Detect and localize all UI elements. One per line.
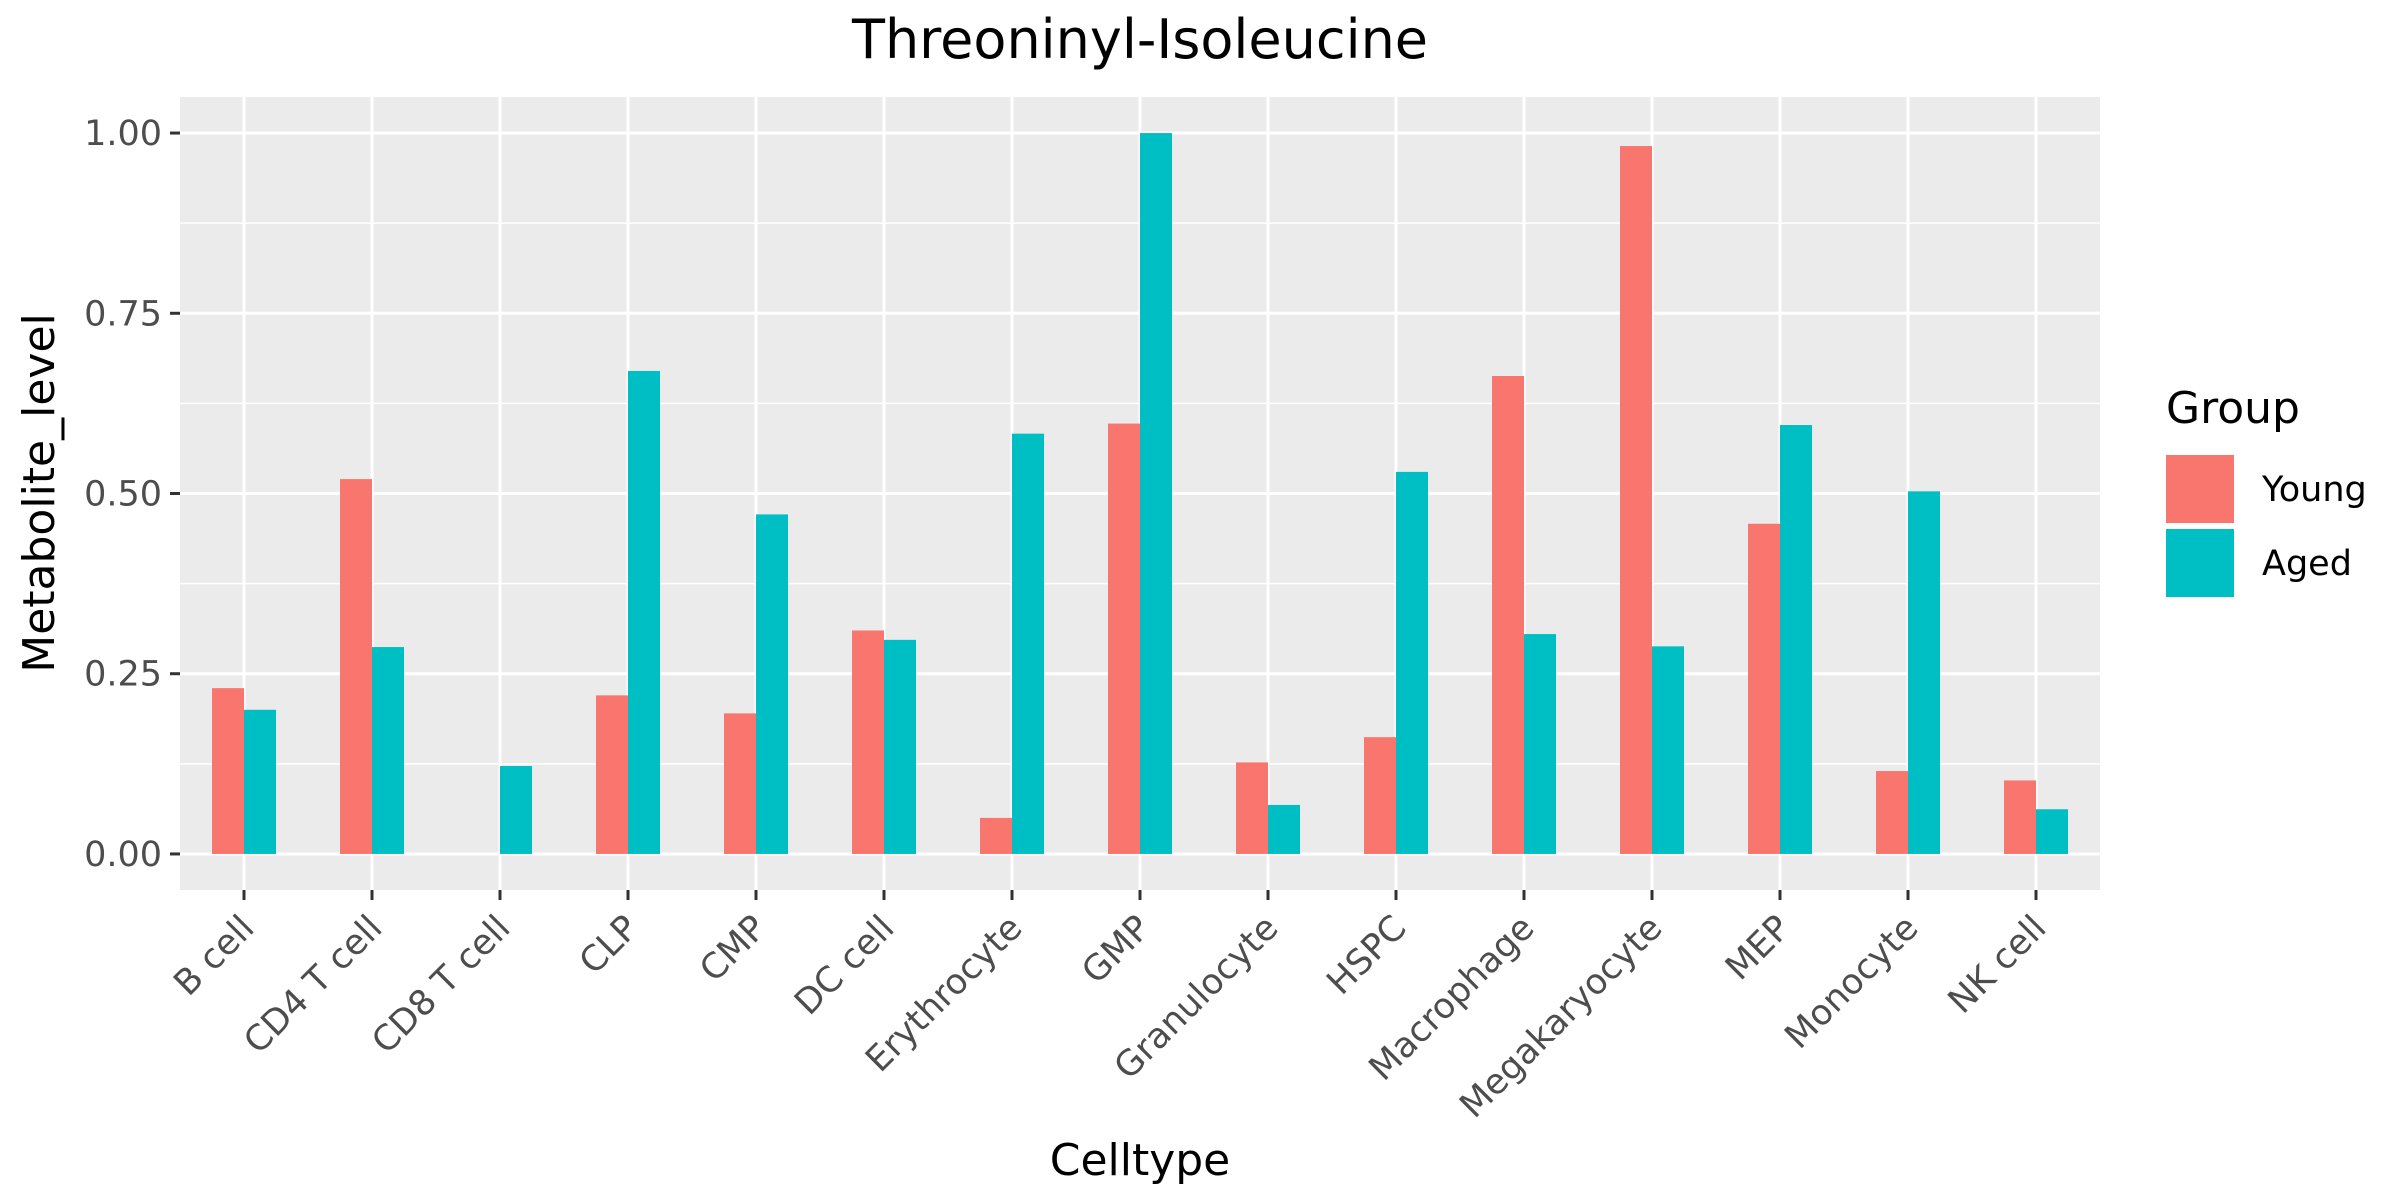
y-tick-label: 0.25 — [84, 655, 162, 695]
bar-young-11 — [1620, 146, 1652, 854]
x-tick-label: GMP — [1075, 908, 1159, 992]
bar-aged-13 — [1908, 491, 1940, 854]
bar-young-1 — [340, 479, 372, 854]
x-tick-label: CD8 T cell — [365, 908, 519, 1062]
x-tick-label: DC cell — [787, 908, 902, 1023]
chart-title: Threoninyl-Isoleucine — [851, 8, 1428, 71]
bar-young-13 — [1876, 771, 1908, 854]
bar-young-10 — [1492, 375, 1524, 854]
legend-key-young — [2166, 455, 2234, 523]
bar-young-3 — [596, 695, 628, 854]
y-tick-label: 0.75 — [84, 294, 162, 334]
bar-aged-2 — [500, 766, 532, 854]
bar-aged-7 — [1140, 133, 1172, 854]
x-tick-label: CD4 T cell — [237, 908, 391, 1062]
x-tick-label: MEP — [1718, 908, 1798, 988]
bar-aged-8 — [1268, 804, 1300, 854]
x-tick-label: Monocyte — [1778, 908, 1927, 1057]
x-tick-label: HSPC — [1320, 908, 1415, 1003]
x-tick-label: CMP — [693, 908, 775, 990]
bar-aged-4 — [756, 514, 788, 854]
bar-aged-6 — [1012, 433, 1044, 854]
y-tick-label: 1.00 — [84, 114, 162, 154]
bar-young-8 — [1236, 762, 1268, 854]
bar-young-7 — [1108, 423, 1140, 854]
bar-aged-11 — [1652, 646, 1684, 854]
bar-aged-1 — [372, 647, 404, 854]
y-tick-label: 0.00 — [84, 835, 162, 875]
x-tick-label: B cell — [167, 908, 263, 1004]
bar-aged-0 — [244, 709, 276, 854]
bar-aged-14 — [2036, 809, 2068, 854]
x-axis-title: Celltype — [1050, 1135, 1231, 1186]
bar-aged-12 — [1780, 425, 1812, 854]
x-tick-label: CLP — [572, 908, 646, 982]
bar-aged-10 — [1524, 634, 1556, 854]
bar-young-5 — [852, 630, 884, 854]
bar-young-12 — [1748, 523, 1780, 854]
bar-aged-3 — [628, 370, 660, 854]
legend: Group Young Aged — [2166, 383, 2367, 597]
legend-key-aged — [2166, 529, 2234, 597]
bar-young-0 — [212, 688, 244, 854]
bar-aged-9 — [1396, 471, 1428, 854]
bar-young-14 — [2004, 780, 2036, 854]
legend-title: Group — [2166, 383, 2300, 434]
y-axis-title: Metabolite_level — [14, 313, 65, 673]
legend-label-aged: Aged — [2262, 544, 2352, 584]
bar-aged-5 — [884, 639, 916, 854]
legend-label-young: Young — [2261, 470, 2367, 510]
bar-young-4 — [724, 713, 756, 854]
y-tick-label: 0.50 — [84, 475, 162, 515]
bar-young-6 — [980, 817, 1012, 854]
x-tick-label: NK cell — [1941, 908, 2054, 1021]
bar-young-9 — [1364, 737, 1396, 854]
